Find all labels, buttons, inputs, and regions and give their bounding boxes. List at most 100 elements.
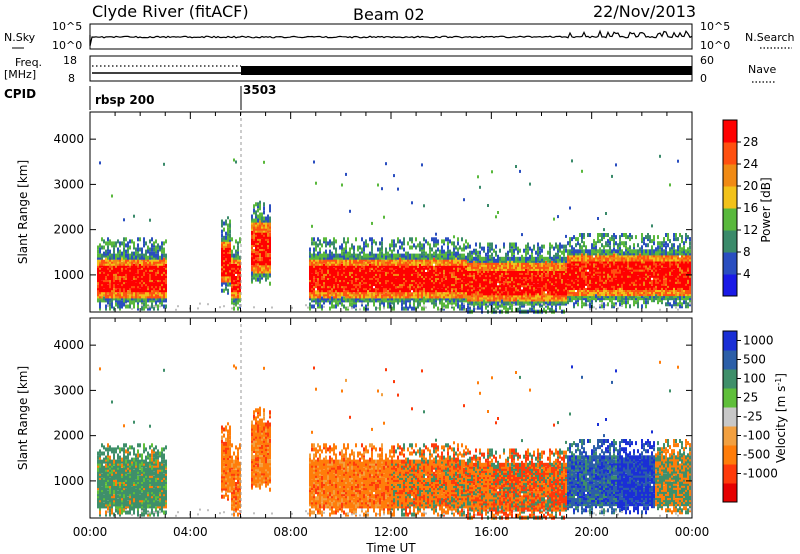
heatmap-cell — [431, 253, 433, 258]
heatmap-cell — [229, 248, 231, 252]
heatmap-cell — [375, 255, 377, 260]
heatmap-cell — [331, 255, 333, 260]
heatmap-cell — [363, 241, 365, 246]
heatmap-cell — [135, 267, 137, 272]
heatmap-cell — [135, 294, 137, 299]
heatmap-cell — [511, 289, 513, 294]
heatmap-cell — [417, 272, 419, 276]
heatmap-cell — [391, 300, 393, 305]
heatmap-cell — [429, 243, 431, 248]
heatmap-cell — [567, 296, 569, 301]
heatmap-cell — [447, 267, 449, 272]
heatmap-cell — [105, 272, 107, 276]
heatmap-cell — [435, 267, 437, 272]
heatmap-cell — [521, 289, 523, 294]
heatmap-cell — [231, 257, 233, 262]
heatmap-cell — [367, 290, 369, 295]
heatmap-cell — [379, 261, 381, 266]
heatmap-cell — [433, 298, 435, 303]
heatmap-cell — [465, 272, 467, 276]
heatmap-cell — [415, 261, 417, 266]
heatmap-cell — [457, 261, 459, 266]
heatmap-cell — [459, 290, 461, 295]
heatmap-cell — [483, 246, 485, 251]
heatmap-cell — [327, 261, 329, 266]
heatmap-cell — [197, 307, 199, 310]
heatmap-cell — [125, 300, 127, 305]
heatmap-cell — [381, 255, 383, 260]
heatmap-cell — [339, 290, 341, 295]
heatmap-cell — [155, 253, 157, 258]
heatmap-cell — [435, 255, 437, 260]
heatmap-cell — [255, 202, 257, 207]
heatmap-cell — [443, 307, 445, 310]
heatmap-cell — [451, 274, 453, 278]
heatmap-cell — [517, 256, 519, 261]
heatmap-cell — [535, 283, 537, 288]
heatmap-cell — [123, 290, 125, 295]
heatmap-cell — [505, 295, 507, 300]
heatmap-cell — [403, 290, 405, 295]
heatmap-cell — [147, 294, 149, 299]
heatmap-cell — [163, 162, 165, 166]
heatmap-cell — [109, 261, 111, 266]
heatmap-cell — [555, 254, 557, 259]
heatmap-cell — [139, 247, 141, 252]
heatmap-cell — [383, 215, 385, 219]
heatmap-cell — [429, 245, 431, 250]
heatmap-cell — [363, 255, 365, 260]
heatmap-cell — [511, 252, 513, 257]
heatmap-cell — [113, 259, 115, 264]
heatmap-cell — [527, 273, 529, 278]
heatmap-cell — [531, 299, 533, 304]
heatmap-cell — [365, 276, 367, 280]
heatmap-cell — [313, 249, 315, 254]
heatmap-cell — [505, 260, 507, 265]
heatmap-cell — [529, 289, 531, 294]
heatmap-cell — [127, 261, 129, 266]
heatmap-cell — [343, 261, 345, 266]
heatmap-cell — [397, 261, 399, 266]
heatmap-cell — [143, 253, 145, 258]
heatmap-cell — [321, 296, 323, 301]
heatmap-cell — [433, 239, 435, 244]
heatmap-cell — [503, 305, 505, 310]
heatmap-cell — [523, 256, 525, 261]
heatmap-cell — [551, 260, 553, 265]
heatmap-cell — [377, 253, 379, 258]
heatmap-cell — [323, 263, 325, 268]
heatmap-cell — [397, 239, 399, 244]
heatmap-cell — [363, 290, 365, 295]
heatmap-cell — [503, 297, 505, 302]
heatmap-cell — [501, 295, 503, 300]
heatmap-cell — [383, 284, 385, 289]
heatmap-cell — [463, 267, 465, 272]
heatmap-cell — [365, 253, 367, 258]
heatmap-cell — [345, 249, 347, 254]
heatmap-cell — [439, 267, 441, 272]
heatmap-cell — [261, 259, 263, 264]
heatmap-cell — [145, 249, 147, 254]
heatmap-cell — [509, 267, 511, 271]
heatmap-cell — [555, 260, 557, 265]
heatmap-cell — [121, 294, 123, 299]
heatmap-cell — [321, 253, 323, 258]
heatmap-cell — [333, 253, 335, 258]
heatmap-cell — [153, 294, 155, 299]
heatmap-cell — [543, 267, 545, 271]
heatmap-cell — [445, 294, 447, 299]
heatmap-cell — [389, 253, 391, 258]
heatmap-cell — [381, 272, 383, 276]
heatmap-cell — [521, 283, 523, 288]
heatmap-cell — [391, 272, 393, 276]
heatmap-cell — [425, 261, 427, 266]
heatmap-cell — [221, 237, 223, 242]
heatmap-cell — [531, 285, 533, 290]
heatmap-cell — [415, 284, 417, 289]
heatmap-cell — [483, 248, 485, 253]
heatmap-cell — [263, 216, 265, 221]
heatmap-cell — [317, 243, 319, 248]
heatmap-cell — [385, 249, 387, 254]
heatmap-cell — [351, 290, 353, 295]
heatmap-cell — [147, 249, 149, 254]
